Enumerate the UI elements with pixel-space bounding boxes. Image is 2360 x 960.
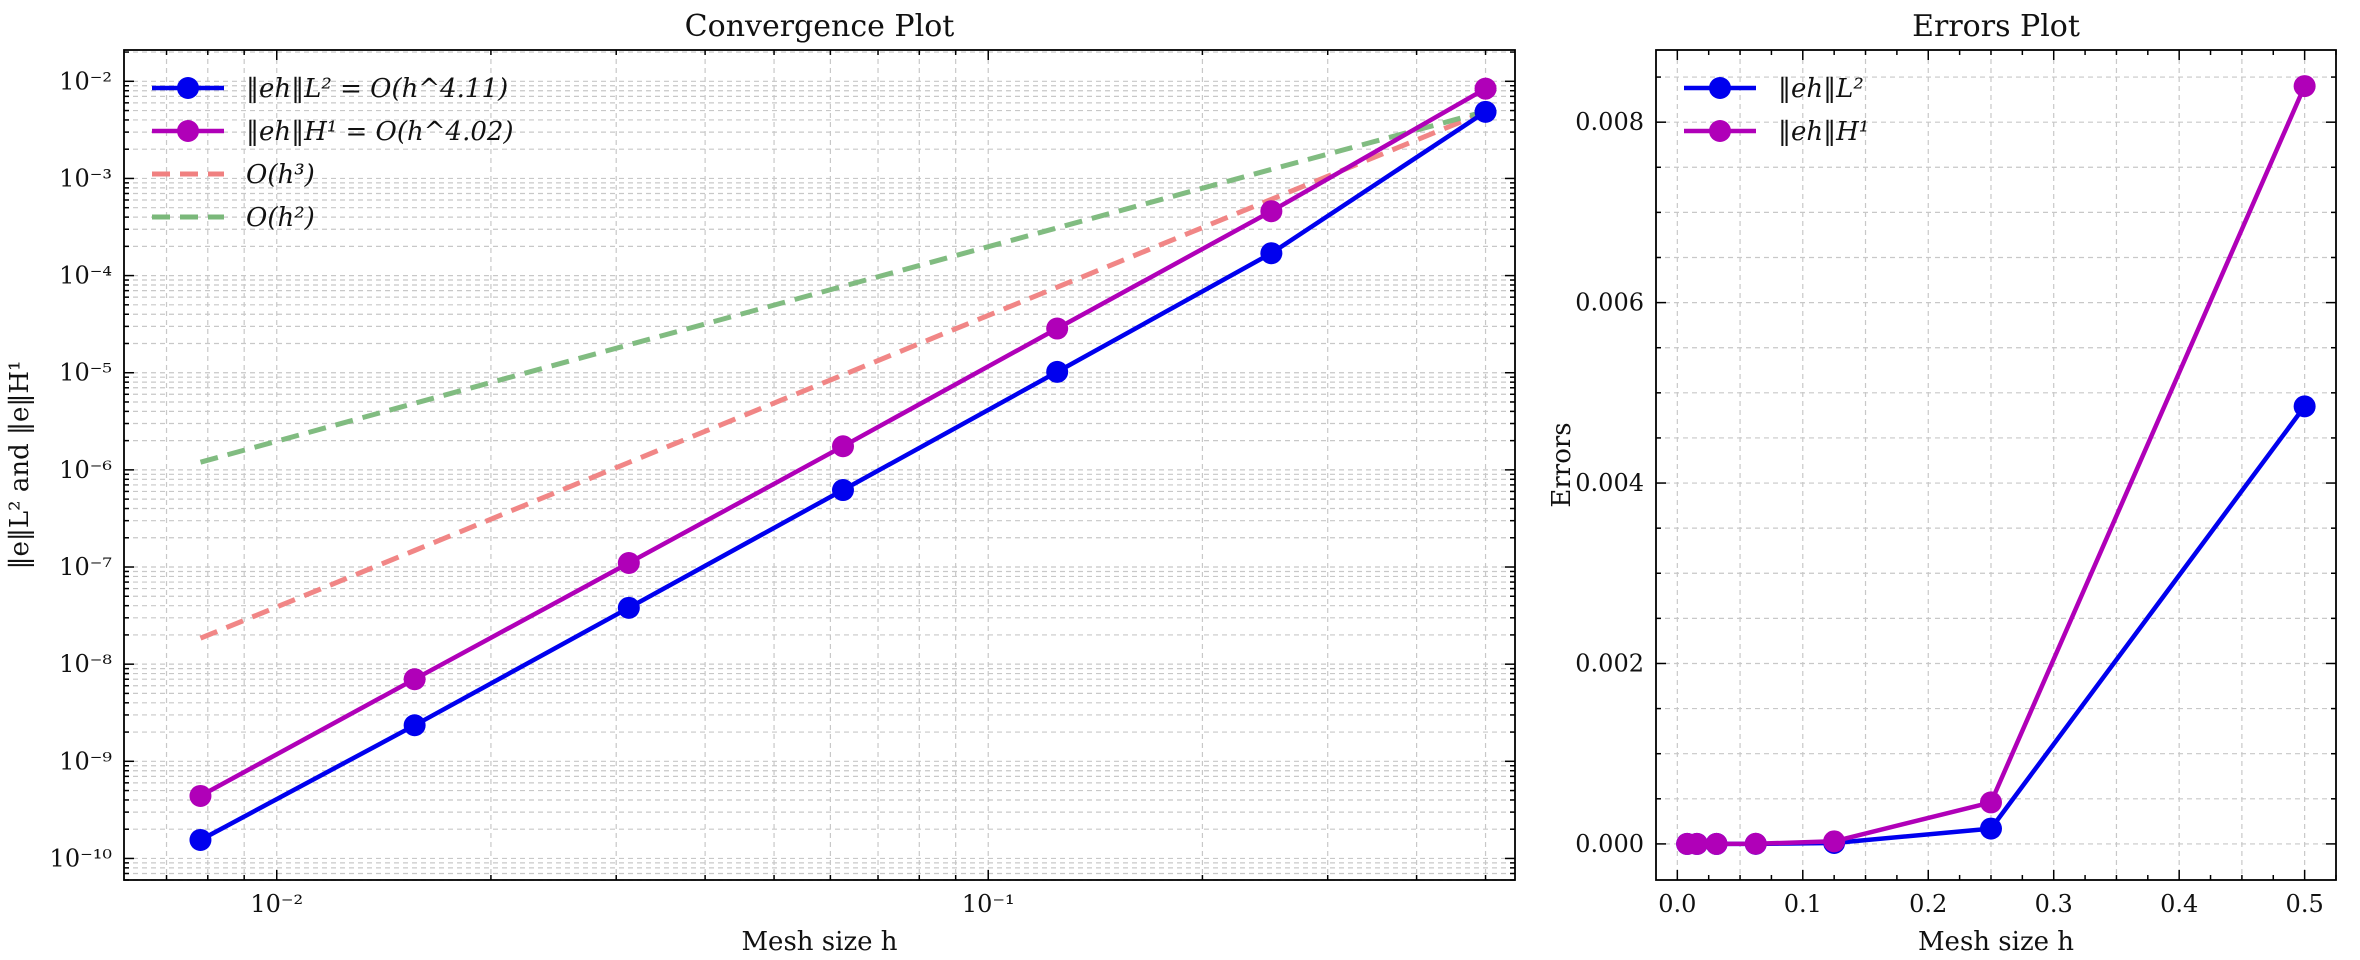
conv-data-point: [1260, 200, 1283, 223]
conv-data-point: [189, 784, 212, 807]
conv-y-tick-label: 10⁻³: [59, 164, 112, 192]
err-tick-marks: [1656, 50, 2337, 880]
conv-x-tick-label: 10⁻²: [250, 890, 303, 918]
errors-plot-panel: 0.0 0.1 0.2 0.3 0.4 0.5 0.000 0.002 0.004 0.006 0.…: [1547, 9, 2337, 957]
conv-data-point: [403, 668, 426, 691]
err-legend-label: ‖eh‖L²: [1778, 74, 1864, 104]
err-x-axis-label: Mesh size h: [1918, 927, 2074, 957]
conv-data-point: [1046, 317, 1069, 340]
err-legend-marker: [1709, 120, 1731, 142]
conv-data-point: [1474, 77, 1497, 100]
conv-legend-label: O(h²): [246, 203, 315, 233]
conv-data-point: [1474, 100, 1497, 123]
conv-series-1: [189, 77, 1497, 807]
conv-axes-frame: [123, 49, 1516, 881]
conv-tick-marks: [124, 50, 1515, 881]
conv-data-point: [1260, 242, 1283, 265]
err-x-tick-label: 0.3: [2035, 890, 2073, 918]
err-x-tick-label: 0.5: [2286, 890, 2324, 918]
err-title: Errors Plot: [1912, 9, 2080, 44]
conv-data-point: [403, 714, 426, 737]
err-series-line: [1687, 85, 2307, 847]
conv-legend-marker: [177, 120, 199, 142]
convergence-plot-panel: 10⁻² 10⁻¹ 10⁻¹⁰ 10⁻⁹ 10⁻⁸ 10⁻⁷ 10⁻⁶ 10⁻⁵ 10⁻⁴ 10⁻…: [5, 9, 1516, 957]
err-data-point: [2293, 395, 2316, 418]
err-data-point: [1979, 791, 2002, 814]
conv-y-tick-label: 10⁻⁵: [59, 359, 112, 387]
conv-series-line: [199, 109, 1487, 842]
conv-legend-marker: [177, 77, 199, 99]
err-x-tick-label: 0.2: [1909, 890, 1947, 918]
err-data-point: [1744, 832, 1767, 855]
err-data-point: [1685, 832, 1708, 855]
conv-series-line: [199, 108, 1487, 465]
err-series-line: [1687, 405, 2307, 847]
conv-y-tick-label: 10⁻¹⁰: [50, 844, 112, 872]
conv-y-tick-label: 10⁻²: [59, 67, 112, 95]
conv-y-tick-label: 10⁻⁶: [59, 456, 112, 484]
conv-data-point: [617, 596, 640, 619]
conv-legend-label: ‖eh‖L² = O(h^4.11): [246, 74, 508, 104]
err-legend: ‖eh‖L² ‖eh‖H¹: [1684, 74, 1869, 147]
conv-x-tick-label: 10⁻¹: [962, 890, 1015, 918]
conv-title: Convergence Plot: [685, 9, 955, 44]
conv-data-point: [832, 479, 855, 502]
conv-data-point: [617, 551, 640, 574]
conv-series-0: [189, 100, 1497, 851]
err-data-point: [1705, 832, 1728, 855]
conv-legend-label: O(h³): [246, 160, 315, 190]
err-series-1: [1676, 75, 2316, 855]
err-x-tick-label: 0.4: [2160, 890, 2198, 918]
conv-y-tick-label: 10⁻⁷: [59, 553, 112, 581]
conv-y-tick-label: 10⁻⁴: [59, 262, 112, 290]
err-data-point: [2293, 75, 2316, 98]
err-y-axis-label: Errors: [1547, 422, 1577, 507]
err-grid: [1656, 50, 2336, 880]
conv-data-point: [832, 435, 855, 458]
err-y-tick-label: 0.008: [1575, 108, 1644, 136]
conv-y-tick-label: 10⁻⁸: [59, 650, 112, 678]
conv-legend-label: ‖eh‖H¹ = O(h^4.02): [246, 117, 514, 147]
err-y-tick-label: 0.000: [1575, 830, 1644, 858]
conv-y-tick-label: 10⁻⁹: [59, 747, 112, 775]
conv-data-point: [189, 828, 212, 851]
conv-y-axis-label: ‖e‖L² and ‖e‖H¹: [5, 361, 35, 570]
err-legend-label: ‖eh‖H¹: [1778, 117, 1869, 147]
err-x-tick-label: 0.0: [1658, 890, 1696, 918]
err-data-point: [1823, 830, 1846, 853]
err-y-tick-label: 0.002: [1575, 649, 1644, 677]
err-x-tick-label: 0.1: [1784, 890, 1822, 918]
conv-grid: [124, 50, 1515, 881]
conv-legend: ‖eh‖L² = O(h^4.11) ‖eh‖H¹ = O(h^4.02) O(h³…: [152, 74, 514, 233]
err-axes-frame: [1655, 49, 2337, 881]
err-y-tick-label: 0.004: [1575, 469, 1644, 497]
err-data-point: [1979, 817, 2002, 840]
conv-series-line: [199, 109, 1487, 641]
err-legend-marker: [1709, 77, 1731, 99]
conv-series-3: [199, 108, 1487, 465]
conv-x-axis-label: Mesh size h: [741, 927, 897, 957]
err-y-tick-label: 0.006: [1575, 289, 1644, 317]
conv-series-2: [199, 109, 1487, 641]
conv-data-point: [1046, 360, 1069, 383]
